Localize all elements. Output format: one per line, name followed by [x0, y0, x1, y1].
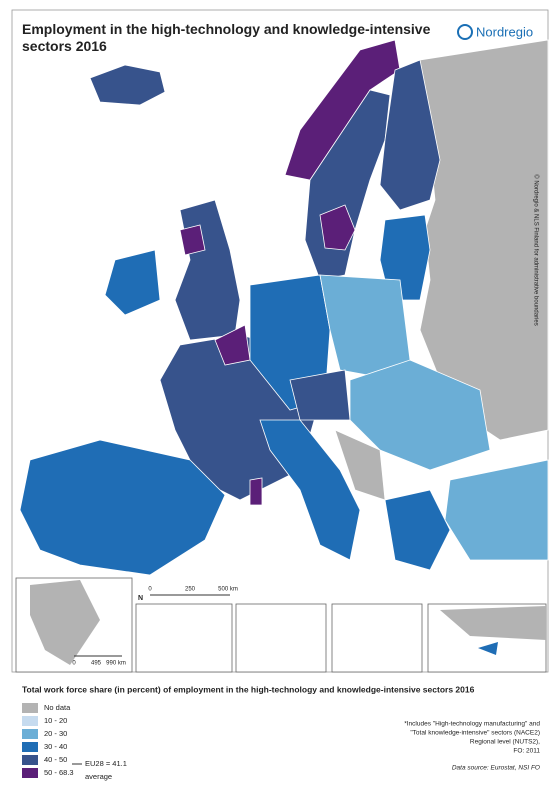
legend-swatch — [22, 729, 38, 739]
iceland — [89, 64, 166, 106]
inset-azores — [235, 603, 327, 673]
legend-label: 30 - 40 — [44, 742, 67, 751]
legend-label: No data — [44, 703, 71, 712]
scale-label: 0 — [148, 587, 152, 593]
scale-label: 990 km — [106, 661, 126, 667]
greenland — [30, 580, 100, 665]
inset-madeira — [331, 603, 423, 673]
scale-label: 500 km — [218, 587, 238, 593]
turkey — [444, 459, 549, 561]
logo-icon — [457, 24, 473, 40]
legend-label: 50 - 68.3 — [44, 768, 74, 777]
legend-swatch — [22, 742, 38, 752]
finland — [379, 59, 441, 211]
legend: No data 10 - 20 20 - 30 30 - 40 40 - 50 50 - … — [22, 703, 127, 781]
legend-swatch — [22, 755, 38, 765]
logo: Nordregio — [476, 24, 533, 39]
corsica — [249, 477, 263, 506]
scotland — [179, 224, 206, 256]
note: "Total knowledge-intensive" sectors (NAC… — [410, 730, 540, 737]
italy — [259, 419, 361, 561]
cyprus — [478, 642, 498, 655]
inset-canaries — [135, 603, 233, 673]
title: Employment in the high-technology and kn… — [22, 21, 431, 54]
legend-swatch — [22, 703, 38, 713]
note: FO: 2011 — [513, 748, 540, 755]
ireland — [104, 249, 161, 316]
cyprus-land — [440, 606, 546, 640]
scale-label: 0 — [72, 661, 76, 667]
map — [19, 39, 549, 576]
note: *Includes "High-technology manufacturing… — [404, 721, 540, 728]
legend-swatch — [22, 716, 38, 726]
average-label: average — [85, 772, 112, 781]
scale-label: 250 — [185, 587, 196, 593]
legend-title: Total work force share (in percent) of e… — [22, 684, 475, 694]
north-arrow: N — [138, 595, 143, 602]
source: Data source: Eurostat, NSI FO — [452, 765, 540, 772]
legend-label: 20 - 30 — [44, 729, 67, 738]
iberia — [19, 439, 226, 576]
copyright: © Nordregio & NLS Finland for administra… — [532, 174, 539, 326]
eu-average: EU28 = 41.1 — [85, 759, 127, 768]
balkans-east — [349, 359, 491, 471]
scale-label: 495 — [91, 661, 102, 667]
legend-label: 40 - 50 — [44, 755, 67, 764]
note: Regional level (NUTS2), — [470, 739, 540, 746]
baltics — [379, 214, 431, 301]
stockholm — [319, 204, 356, 251]
legend-label: 10 - 20 — [44, 716, 67, 725]
legend-swatch — [22, 768, 38, 778]
greece — [384, 489, 451, 571]
